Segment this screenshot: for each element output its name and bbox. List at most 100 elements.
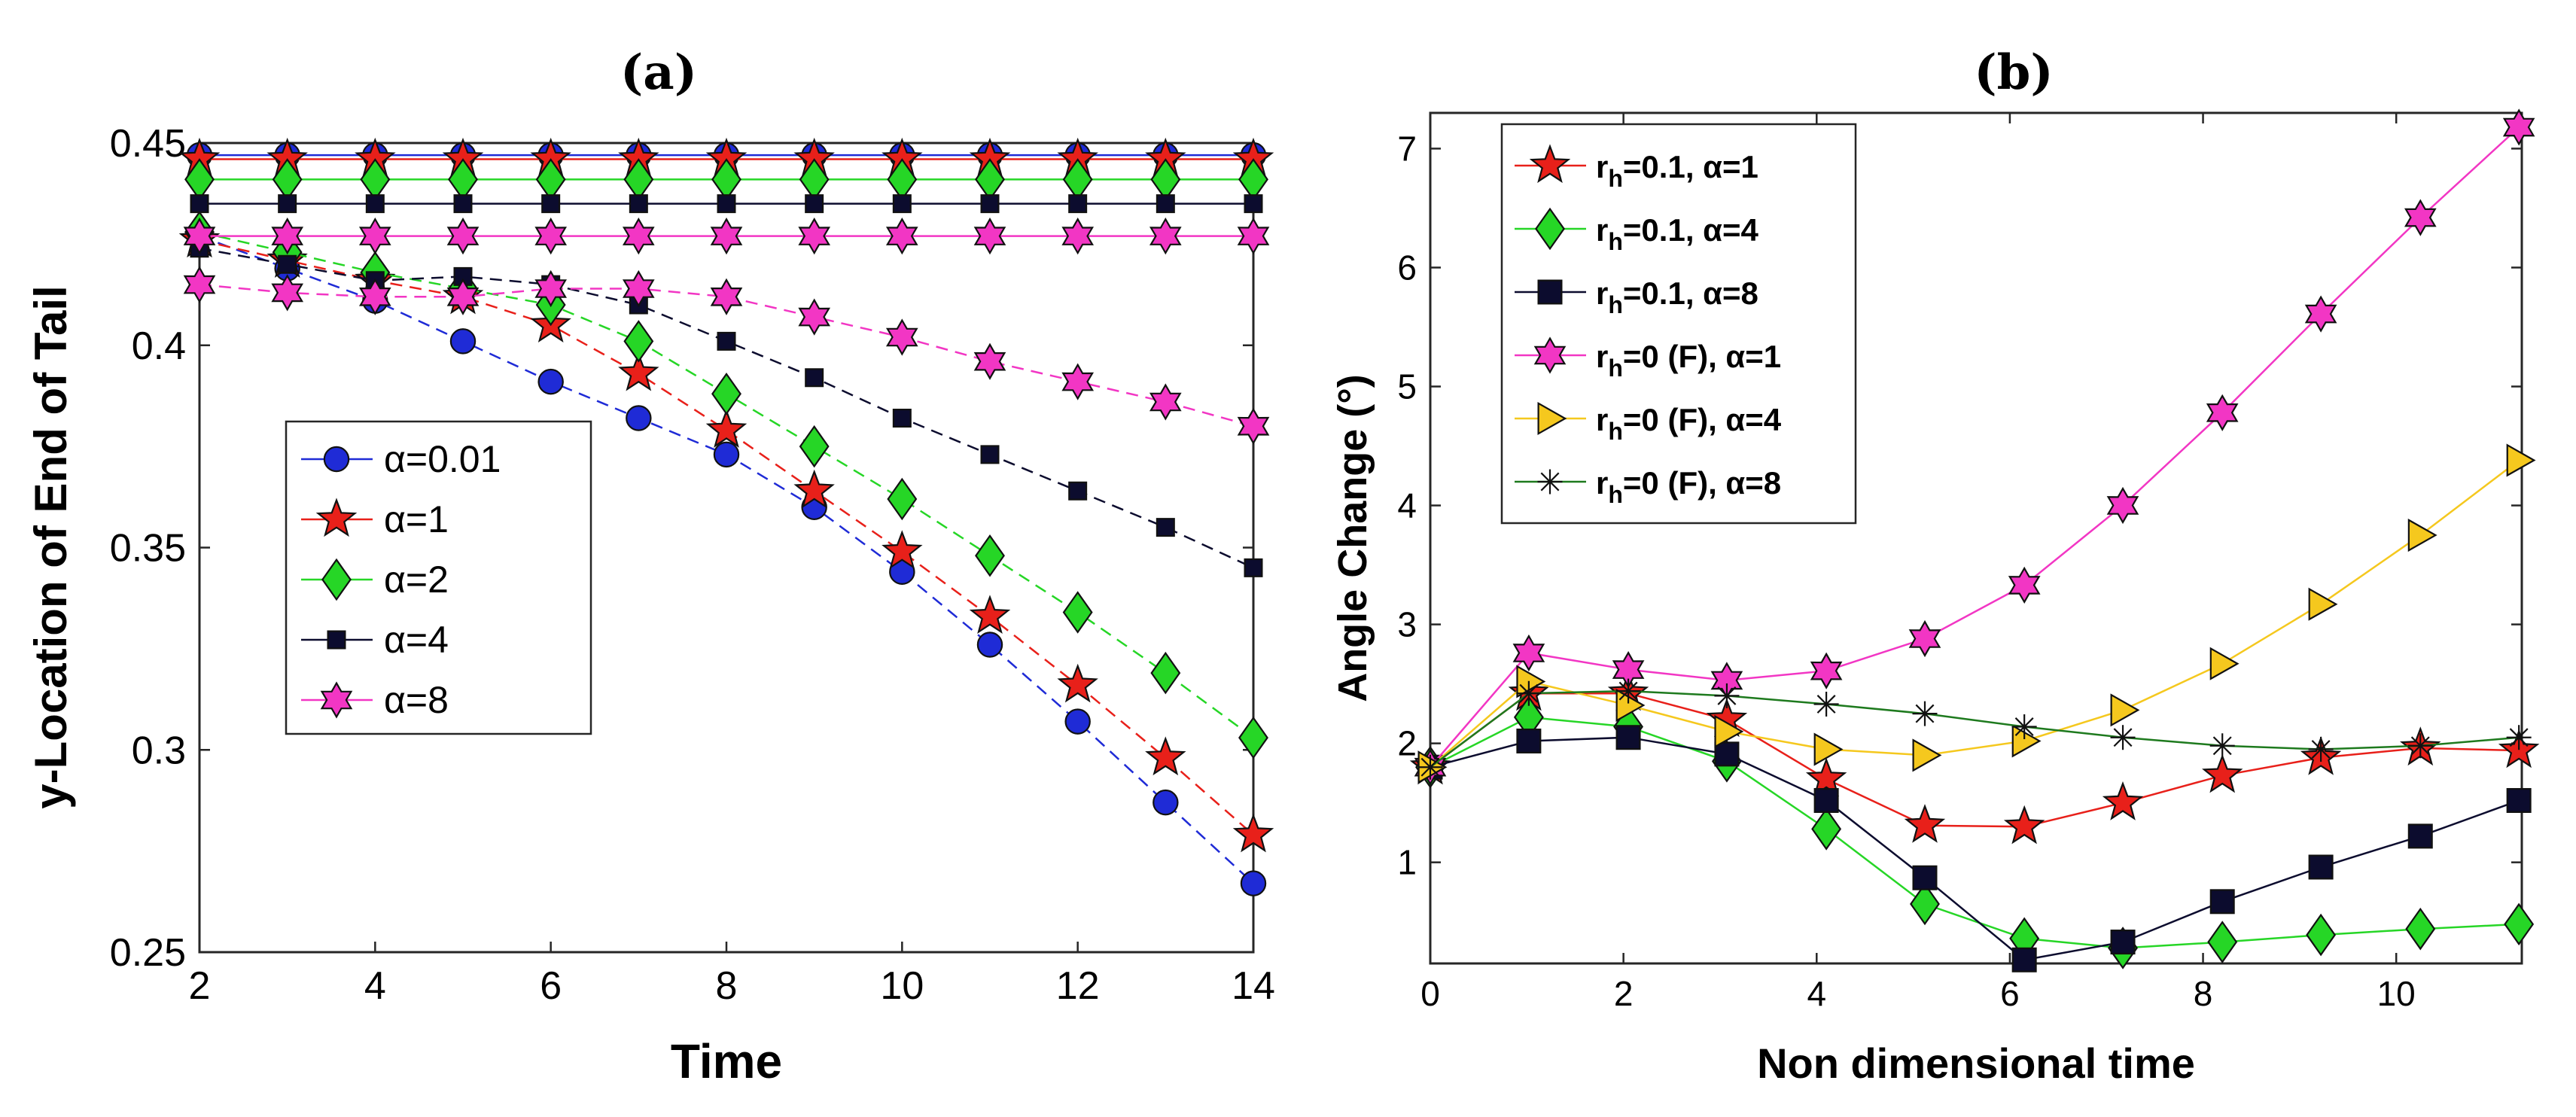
panel-a-data-point [534, 269, 568, 308]
panel-a-legend-marker [315, 498, 358, 537]
panel-b-data-point [2209, 889, 2235, 915]
panel-b-legend-entry: rh=0.1, α=1 [1515, 144, 1758, 192]
panel-a-ticks: 2 4 6 8 10 12 14 0.25 0.3 0.35 0.4 0.45 [110, 122, 1275, 1008]
panel-a-title: (a) [620, 44, 697, 101]
panel-a-data-point [892, 408, 912, 428]
panel-b-series-line [1430, 692, 2520, 828]
panel-a-data-point [1153, 789, 1179, 816]
panel-b-xtick-label: 2 [1614, 974, 1634, 1013]
panel-b-data-point [1908, 619, 1941, 658]
panel-b-data-point [2102, 781, 2144, 820]
panel-a-reference-marker [1068, 194, 1088, 214]
panel-b-legend: rh=0.1, α=1 rh=0.1, α=4 rh=0.1, α=8 rh=0 (F… [1500, 123, 1857, 525]
panel-a-xtick-label: 6 [540, 964, 562, 1008]
panel-b-data-point [2206, 394, 2239, 431]
panel-a-reference-marker [885, 217, 918, 255]
panel-a-legend-entry: α=0.01 [301, 438, 501, 480]
panel-a-reference-marker [629, 194, 648, 214]
panel-a-data-point [705, 408, 748, 448]
panel-a-data-point [975, 534, 1005, 577]
panel-b-legend-entry: rh=0.1, α=8 [1515, 275, 1758, 318]
panel-a-data-point [358, 278, 391, 315]
panel-a: (a) 2 4 6 8 10 12 14 0.25 0.3 0.35 0.4 0.45 Time y-… [26, 44, 1275, 1088]
panel-b-data-point [2407, 823, 2433, 849]
panel-a-legend-label: α=0.01 [384, 438, 501, 480]
panel-b-data-point [2506, 725, 2532, 750]
panel-a-data-point [973, 342, 1006, 380]
panel-a-reference-marker [278, 194, 297, 214]
panel-b-data-point [2502, 108, 2535, 146]
panel-a-reference-marker [973, 217, 1006, 255]
panel-a-reference-marker [798, 217, 831, 255]
panel-b-legend-marker [1533, 336, 1567, 374]
panel-a-reference-marker [534, 217, 568, 255]
panel-a-ytick-label: 0.3 [132, 729, 186, 772]
panel-b-data-point [1516, 728, 1542, 753]
panel-a-data-point [623, 320, 654, 363]
panel-b-xtick-label: 8 [2194, 974, 2213, 1013]
panel-a-legend-marker [327, 630, 346, 650]
panel-b-data-point [2308, 587, 2338, 621]
panel-b-legend-label: rh=0 (F), α=4 [1596, 402, 1782, 445]
panel-a-reference-marker [710, 217, 743, 255]
panel-a-legend-label: α=4 [384, 619, 449, 661]
panel-b-legend-label: rh=0.1, α=1 [1596, 149, 1758, 192]
panel-b-legend-marker [1537, 279, 1563, 305]
panel-b-data-point [2404, 199, 2437, 236]
panel-a-data-point [882, 530, 923, 570]
panel-a-data-point [1237, 407, 1270, 445]
panel-a-data-point [713, 441, 740, 468]
panel-b-series [1409, 108, 2540, 972]
panel-b-data-point [1714, 683, 1740, 708]
panel-b-data-point [1512, 634, 1545, 672]
panel-a-data-point [622, 269, 655, 308]
panel-b-data-point [2003, 805, 2045, 845]
panel-a-data-point [449, 328, 477, 355]
panel-a-data-point [887, 477, 918, 521]
panel-a-data-point [1240, 870, 1267, 896]
panel-b-data-point [1912, 865, 1938, 890]
panel-a-xtick-label: 8 [716, 964, 738, 1008]
panel-b-legend-entry: rh=0 (F), α=4 [1515, 401, 1782, 445]
panel-b-data-point [1516, 680, 1542, 706]
panel-b-data-point [1813, 732, 1844, 766]
panel-b-legend-marker [1529, 144, 1571, 184]
panel-b-ytick-label: 3 [1397, 605, 1417, 644]
panel-a-data-point [1244, 558, 1263, 577]
panel-a-reference-marker [1237, 217, 1270, 255]
panel-a-data-point [805, 368, 824, 388]
panel-b-data-point [1910, 882, 1940, 926]
panel-a-data-point [1232, 813, 1274, 853]
panel-b-data-point [2405, 907, 2436, 951]
panel-a-legend-marker [320, 681, 353, 719]
panel-b-data-point [2209, 733, 2235, 759]
panel-b-legend-entry: rh=0.1, α=4 [1515, 207, 1759, 255]
panel-a-reference-marker [1149, 217, 1182, 255]
panel-a-data-point [1057, 663, 1098, 703]
panel-a-data-point [1238, 716, 1268, 759]
panel-b-series-line [1430, 689, 2520, 769]
panel-b-data-point [2407, 733, 2433, 759]
panel-b-series-line [1430, 459, 2520, 769]
panel-b-legend-label: rh=0 (F), α=8 [1596, 465, 1781, 508]
panel-b-legend-label: rh=0.1, α=8 [1596, 275, 1758, 318]
panel-b-legend-label: rh=0 (F), α=1 [1596, 339, 1781, 382]
panel-a-data-point [537, 368, 564, 395]
panel-b-ytick-label: 6 [1397, 248, 1417, 287]
panel-a-reference-marker [1061, 217, 1095, 255]
panel-a-data-point [1156, 518, 1175, 537]
panel-b-xtick-label: 10 [2377, 974, 2416, 1013]
panel-a-ytick-label: 0.4 [132, 324, 186, 368]
panel-a-data-point [969, 595, 1011, 635]
panel-b-ytick-label: 2 [1397, 724, 1417, 763]
panel-a-legend-entry: α=8 [301, 679, 449, 721]
panel-b-data-point [2106, 486, 2139, 525]
panel-b-ylabel: Angle Change (°) [1330, 374, 1375, 702]
panel-b-title: (b) [1974, 44, 2053, 101]
panel-b-data-point [1904, 804, 1946, 843]
panel-b-data-point [1810, 652, 1843, 689]
panel-a-data-point [1149, 383, 1182, 421]
panel-a-data-point [446, 278, 480, 315]
